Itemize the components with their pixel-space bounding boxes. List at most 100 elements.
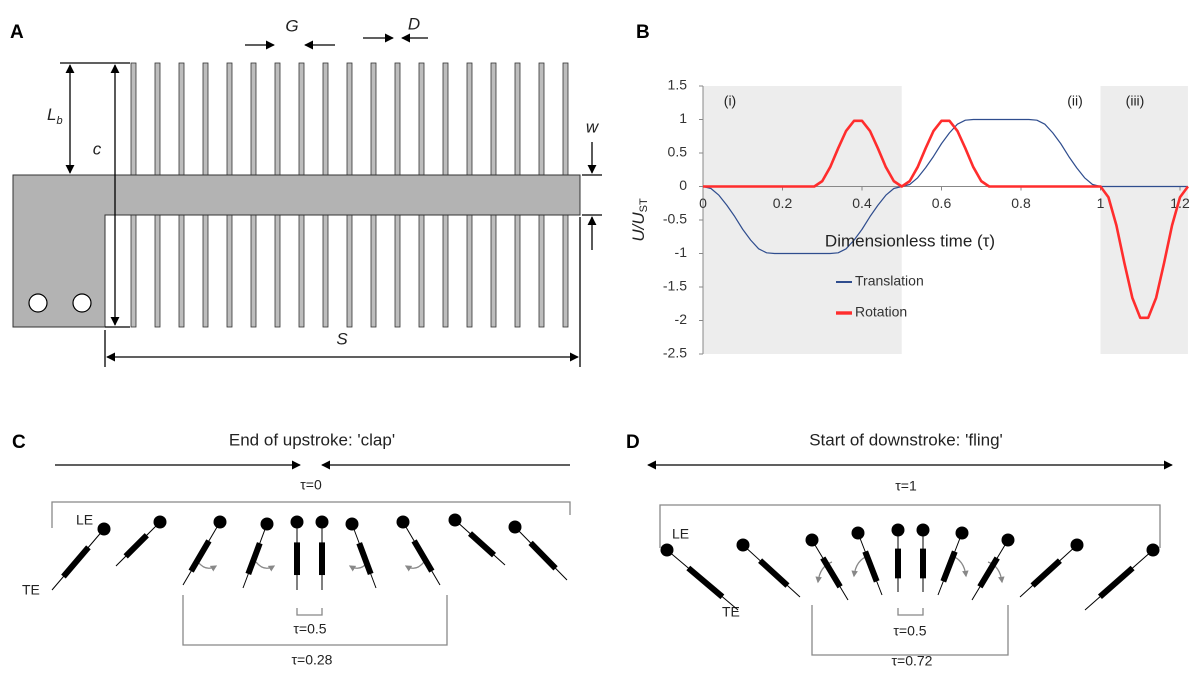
wing-leading-edge — [315, 515, 329, 529]
panel-a: A G D Lb c w S — [10, 14, 602, 367]
tau-label: τ=0 — [300, 477, 322, 493]
bracket — [897, 608, 924, 616]
panel-label: D — [626, 432, 640, 453]
y-tick-label: -1 — [675, 244, 688, 260]
y-tick-label: -0.5 — [663, 211, 687, 227]
y-tick-label: 0.5 — [668, 144, 688, 160]
dim-label: S — [336, 329, 348, 348]
te-label: TE — [22, 582, 40, 598]
x-tick-label: 0 — [699, 195, 707, 211]
y-tick-label: 1 — [679, 110, 687, 126]
panel-label: B — [636, 22, 650, 43]
wing-plate — [940, 550, 958, 583]
dim-label: w — [586, 117, 600, 136]
wing-leading-edge — [97, 522, 111, 536]
hole — [72, 293, 92, 313]
wing-plate — [1097, 565, 1135, 600]
plot: (i) (ii) (iii) 1.5 1 0.5 0 -0.5 -1 -1.5 -2 -2.5 0 0.2… — [663, 77, 1190, 361]
wing-leading-edge — [1146, 543, 1160, 557]
phase-label: (iii) — [1126, 93, 1145, 109]
y-axis-label: U/UST — [629, 198, 649, 242]
le-label: LE — [672, 526, 689, 542]
wing-plate — [245, 542, 263, 575]
panel-title: Start of downstroke: 'fling' — [809, 430, 1003, 449]
wing-plate — [820, 556, 843, 589]
y-tick-label: -2.5 — [663, 345, 687, 361]
bracket — [182, 595, 448, 646]
series-line — [703, 119, 1189, 320]
wing-plate — [61, 545, 91, 579]
wing-leading-edge — [508, 520, 522, 534]
wing-plate — [123, 533, 149, 559]
y-tick-label: 0 — [679, 177, 687, 193]
y-tick-label: -2 — [675, 311, 688, 327]
phase-label: (i) — [724, 93, 736, 109]
wing-leading-edge — [1070, 538, 1084, 552]
tau-label: τ=0.5 — [293, 621, 326, 637]
wing-leading-edge — [891, 523, 905, 537]
series-line — [702, 118, 1188, 255]
wing-leading-edge — [660, 543, 674, 557]
le-label: LE — [76, 512, 93, 528]
y-axis-label: U/U — [629, 212, 648, 242]
wing-plate — [862, 550, 880, 583]
x-tick-label: 0.6 — [932, 195, 952, 211]
dim-label: L — [47, 105, 56, 124]
dim-label: Lb — [47, 105, 63, 126]
tau-label: τ=0.28 — [292, 652, 333, 668]
x-tick-label: 1 — [1097, 195, 1105, 211]
panel-label: A — [10, 22, 24, 43]
x-axis-label: Dimensionless time (τ) — [825, 231, 995, 250]
panel-title: End of upstroke: 'clap' — [229, 430, 395, 449]
x-tick-label: 0.8 — [1011, 195, 1031, 211]
bracket — [51, 501, 571, 528]
panel-b: B (i) (ii) (iii) 1.5 1 0.5 0 -0.5 -1 -1.5 -2 -2.5 0 0… — [629, 22, 1189, 361]
wing-plate — [1030, 558, 1062, 588]
dimension-lines — [60, 33, 602, 367]
wing-leading-edge — [805, 533, 819, 547]
y-tick-label: 1.5 — [668, 77, 688, 93]
dim-label: G — [285, 16, 298, 35]
wing-leading-edge — [1001, 533, 1015, 547]
legend-label: Translation — [855, 273, 924, 289]
wing-leading-edge — [396, 515, 410, 529]
wing-plate — [977, 556, 1000, 589]
te-label: TE — [722, 604, 740, 620]
bracket — [659, 504, 1161, 548]
wing-plate — [411, 539, 435, 573]
panel-c: C End of upstroke: 'clap' τ=0 τ=0.5 τ=0.… — [12, 430, 571, 668]
wing-plate — [188, 539, 212, 573]
panel-label: C — [12, 432, 26, 453]
wing-plate — [758, 558, 790, 588]
wing-plate — [467, 531, 497, 558]
bracket — [296, 608, 323, 616]
wing-leading-edge — [851, 526, 865, 540]
base-plate — [12, 174, 581, 328]
wing-leading-edge — [290, 515, 304, 529]
wing-leading-edge — [153, 515, 167, 529]
x-tick-label: 1.2 — [1170, 195, 1190, 211]
tau-label: τ=0.5 — [893, 623, 926, 639]
tau-label: τ=1 — [895, 478, 917, 494]
dim-label: D — [408, 14, 420, 33]
wing-leading-edge — [916, 523, 930, 537]
y-axis-subscript: ST — [638, 198, 650, 212]
wing-plate — [686, 565, 725, 600]
wing-leading-edge — [345, 517, 359, 531]
wing-plate — [528, 540, 558, 571]
wing-plate — [356, 542, 374, 575]
dim-subscript: b — [56, 115, 62, 127]
wing-leading-edge — [736, 538, 750, 552]
tau-label: τ=0.72 — [892, 653, 933, 669]
panel-d: D Start of downstroke: 'fling' τ=1 τ=0.5… — [626, 430, 1173, 669]
hole — [28, 293, 48, 313]
bracket — [811, 605, 1009, 656]
x-tick-label: 0.4 — [852, 195, 872, 211]
wing-leading-edge — [955, 526, 969, 540]
x-tick-label: 0.2 — [773, 195, 793, 211]
dim-label: c — [93, 139, 102, 158]
legend-label: Rotation — [855, 304, 907, 320]
wing-leading-edge — [448, 513, 462, 527]
phase-label: (ii) — [1067, 93, 1083, 109]
